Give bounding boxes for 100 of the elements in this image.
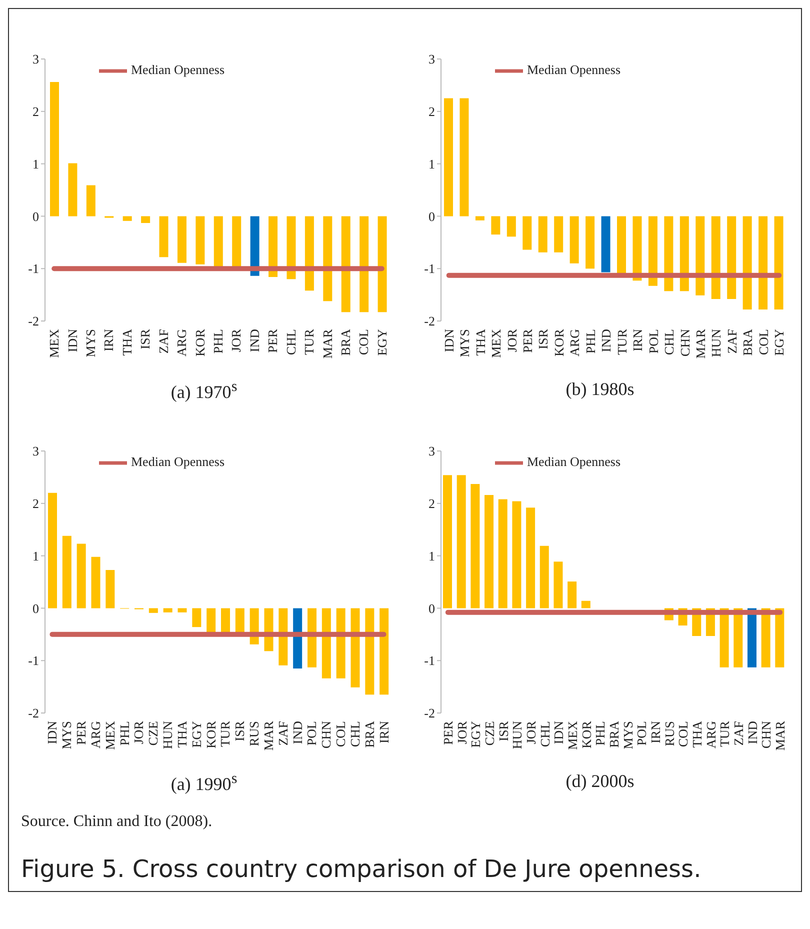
y-tick-label: 1 [428, 548, 435, 564]
bar [122, 216, 132, 221]
x-tick-label: MAR [260, 720, 276, 751]
x-tick-label: PHL [592, 720, 608, 746]
bar [293, 608, 302, 668]
x-tick-label: CHN [677, 328, 692, 356]
x-tick-label: MYS [620, 721, 636, 750]
x-tick-label: MAR [772, 720, 788, 751]
x-tick-label: ZAF [724, 329, 740, 354]
legend-label: Median Openness [131, 454, 225, 469]
bar [443, 475, 452, 608]
x-tick-label: EGY [468, 720, 484, 748]
x-tick-label: MYS [83, 329, 98, 358]
x-tick-label: COL [356, 328, 372, 355]
x-tick-label: IND [598, 329, 614, 352]
bar [68, 163, 78, 216]
x-tick-label: POL [646, 328, 661, 354]
y-tick-label: 0 [32, 600, 39, 616]
x-tick-label: BRA [362, 720, 377, 748]
x-tick-label: COL [756, 328, 771, 355]
y-tick-label: 3 [428, 52, 435, 67]
x-tick-label: PER [265, 328, 280, 353]
y-tick-label: -2 [424, 314, 435, 329]
y-tick-label: 2 [428, 104, 435, 120]
x-tick-label: ISR [536, 328, 551, 350]
x-tick-label: CHN [318, 720, 334, 748]
x-tick-label: PER [520, 328, 535, 353]
y-tick-label: -2 [28, 314, 39, 329]
bar [322, 608, 331, 678]
x-tick-label: MYS [457, 329, 472, 358]
bar [304, 216, 314, 291]
x-tick-label: THA [690, 720, 705, 748]
bar [380, 608, 389, 695]
x-tick-label: IDN [44, 720, 60, 744]
x-tick-label: IND [744, 721, 760, 744]
y-tick-label: 0 [428, 208, 435, 224]
bar [163, 608, 172, 612]
x-axis-title: (d) 2000s [564, 771, 636, 792]
x-tick-label: IND [290, 721, 305, 744]
x-tick-label: KOR [192, 328, 208, 356]
x-tick-label: CHN [758, 720, 774, 748]
x-tick-label: IRN [630, 328, 646, 352]
y-tick-label: -1 [28, 261, 39, 276]
x-tick-label: BRA [338, 328, 353, 356]
y-tick-label: 2 [32, 496, 39, 512]
y-tick-label: 0 [32, 208, 39, 224]
x-tick-label: ZAF [275, 721, 290, 746]
x-tick-label: HUN [510, 720, 525, 750]
x-tick-label: TUR [302, 328, 317, 355]
x-tick-label: CZE [146, 720, 161, 746]
x-tick-label: ISR [232, 720, 248, 742]
bar [360, 216, 369, 312]
x-axis-title: (a) 1990$^{s}$ [170, 771, 238, 795]
bar [581, 600, 590, 608]
y-tick-label: 3 [32, 52, 39, 67]
x-tick-label: POL [304, 720, 320, 746]
bar [48, 492, 57, 608]
x-tick-label: HUN [708, 328, 724, 358]
y-tick-label: -2 [424, 706, 435, 721]
x-tick-label: JOR [131, 720, 146, 744]
x-tick-label: IDN [64, 328, 80, 352]
bar [86, 185, 96, 216]
x-tick-label: COL [676, 720, 691, 747]
x-tick-label: MEX [564, 720, 580, 750]
bar [747, 608, 756, 668]
x-tick-label: HUN [160, 720, 176, 750]
x-tick-label: CHL [662, 328, 677, 355]
x-tick-label: PER [74, 720, 89, 745]
bar [192, 608, 202, 628]
bar [323, 216, 332, 302]
x-tick-label: KOR [578, 720, 594, 748]
x-tick-label: ISR [138, 328, 153, 350]
x-tick-label: THA [119, 328, 134, 356]
caption: Figure 5. Cross country comparison of De Jure openness. [21, 855, 702, 883]
bar [456, 475, 466, 608]
x-tick-label: IND [246, 329, 262, 352]
x-axis-title: (a) 1970$^{s}$ [170, 379, 238, 403]
x-tick-label: MYS [59, 721, 74, 750]
x-tick-label: JOR [504, 328, 520, 352]
x-tick-label: PHL [116, 720, 132, 746]
bar [761, 608, 770, 668]
x-tick-label: TUR [614, 328, 630, 355]
x-tick-label: MEX [46, 328, 62, 358]
x-tick-label: EGY [772, 328, 787, 356]
x-tick-label: MEX [102, 720, 118, 750]
y-tick-label: 3 [428, 444, 435, 459]
y-tick-label: 2 [428, 496, 435, 512]
bar [50, 82, 59, 216]
x-tick-label: CHL [347, 720, 362, 747]
x-tick-label: TUR [218, 720, 233, 747]
bar [720, 608, 729, 668]
x-tick-label: THA [174, 720, 190, 748]
x-tick-label: CHL [537, 720, 552, 747]
bar [470, 484, 480, 608]
bar [148, 608, 158, 613]
source-note: Source. Chinn and Ito (2008). [21, 813, 214, 831]
x-tick-label: IRN [648, 720, 664, 744]
x-tick-label: EGY [374, 328, 390, 356]
x-tick-label: JOR [228, 328, 244, 352]
bar [350, 608, 360, 688]
